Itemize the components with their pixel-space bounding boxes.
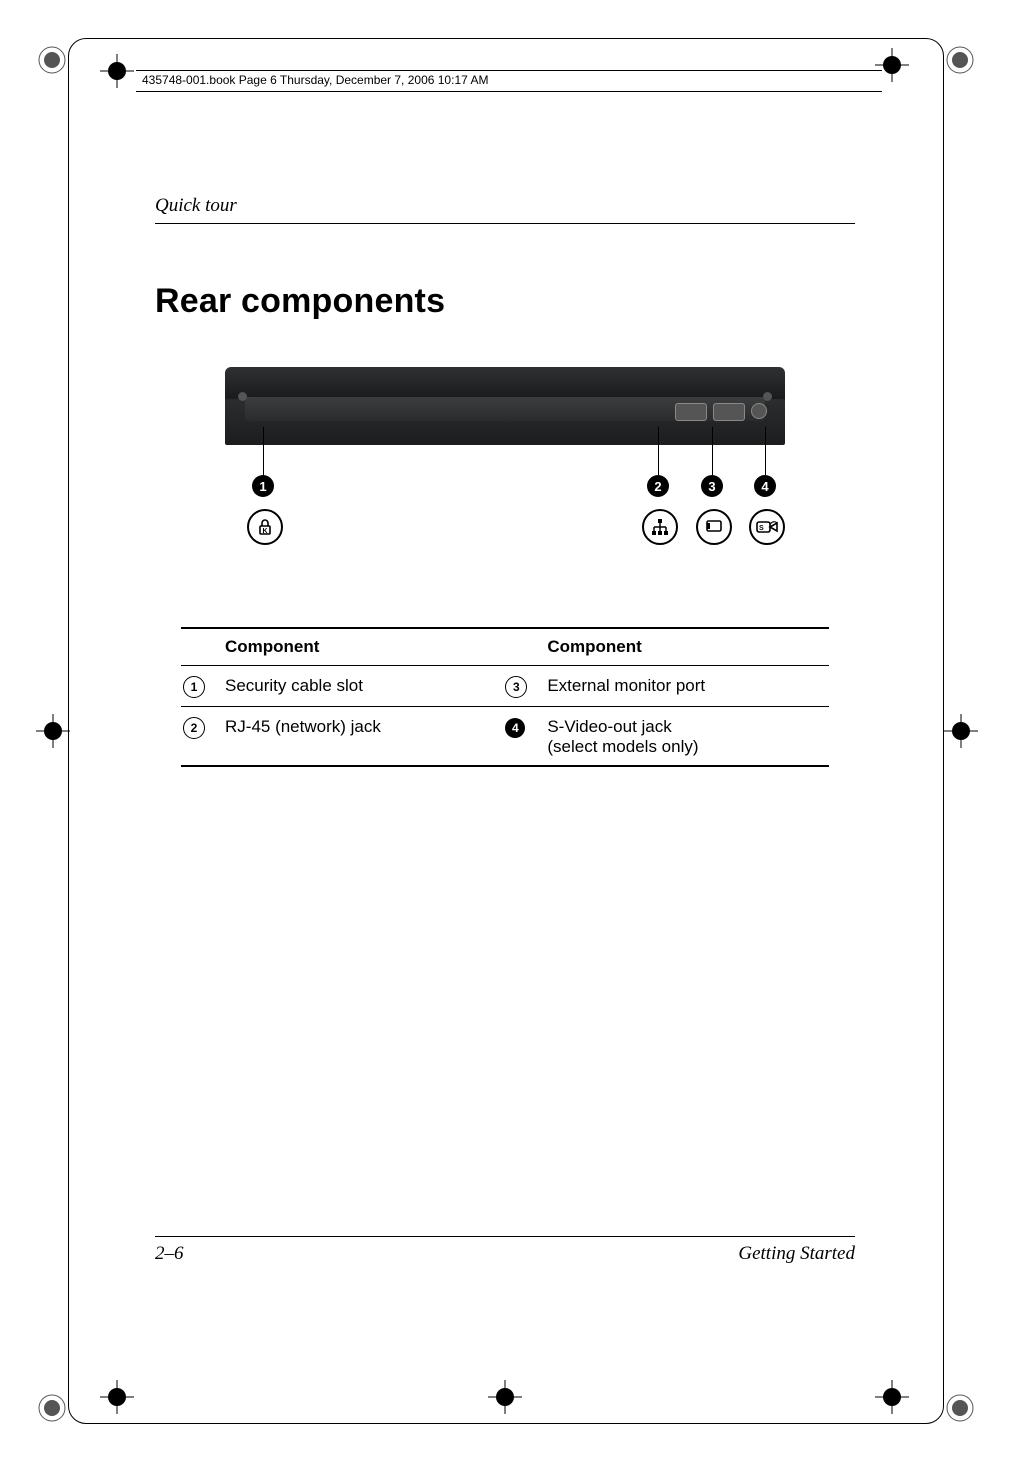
- table-cell-right: External monitor port: [545, 666, 829, 707]
- callout-num-3: 3: [708, 479, 715, 494]
- num-badge-text: 4: [512, 721, 519, 735]
- num-badge-text: 1: [191, 680, 198, 694]
- components-table: Component Component 1 Security cable slo…: [181, 627, 829, 767]
- network-icon: [642, 509, 678, 545]
- table-header-blank-2: [503, 628, 545, 666]
- callout-num-1: 1: [259, 479, 266, 494]
- page-footer: 2–6 Getting Started: [155, 1236, 855, 1265]
- file-info-text: 435748-001.book Page 6 Thursday, Decembe…: [142, 73, 488, 87]
- num-badge-2: 2: [183, 717, 205, 739]
- port-svideo: [751, 403, 767, 419]
- svg-text:K: K: [262, 528, 267, 535]
- laptop-rear-illustration: [225, 367, 785, 445]
- num-badge-text: 2: [191, 721, 198, 735]
- file-info-band: 435748-001.book Page 6 Thursday, Decembe…: [136, 70, 882, 92]
- callout-badge-2: 2: [647, 475, 669, 497]
- table-cell-num: 2: [181, 707, 223, 767]
- ports-cluster: [675, 403, 767, 421]
- regmark-bot-left: [36, 1392, 68, 1424]
- table-cell-num: 3: [503, 666, 545, 707]
- table-cell-right: S-Video-out jack (select models only): [545, 707, 829, 767]
- content-area: Quick tour Rear components 1 K 2 3: [155, 195, 855, 767]
- regmark-top-left: [36, 44, 68, 76]
- monitor-icon: [696, 509, 732, 545]
- table-header-left: Component: [223, 628, 503, 666]
- rear-view-figure: 1 K 2 3 4 S: [225, 367, 785, 557]
- table-header-right: Component: [545, 628, 829, 666]
- table-cell-left: Security cable slot: [223, 666, 503, 707]
- regmark-bot-right: [944, 1392, 976, 1424]
- svideo-icon: S: [749, 509, 785, 545]
- table-row: 2 RJ-45 (network) jack 4 S-Video-out jac…: [181, 707, 829, 767]
- callout-badge-4: 4: [754, 475, 776, 497]
- callout-line-1: [263, 427, 264, 475]
- lock-icon: K: [247, 509, 283, 545]
- table-cell-num: 4: [503, 707, 545, 767]
- table-cell-num: 1: [181, 666, 223, 707]
- running-head-rule: [155, 223, 855, 224]
- num-badge-3: 3: [505, 676, 527, 698]
- table-header-row: Component Component: [181, 628, 829, 666]
- table-header-blank-1: [181, 628, 223, 666]
- footer-page-number: 2–6: [155, 1243, 184, 1265]
- table-row: 1 Security cable slot 3 External monitor…: [181, 666, 829, 707]
- num-badge-1: 1: [183, 676, 205, 698]
- footer-doc-title: Getting Started: [738, 1243, 855, 1265]
- regmark-mid-left: [36, 714, 70, 748]
- running-head: Quick tour: [155, 195, 855, 217]
- regmark-mid-right: [944, 714, 978, 748]
- regmark-top-right: [944, 44, 976, 76]
- screw-right: [763, 392, 772, 401]
- section-title: Rear components: [155, 282, 855, 321]
- callout-line-2: [658, 427, 659, 475]
- port-vga: [713, 403, 745, 421]
- screw-left: [238, 392, 247, 401]
- callout-line-4: [765, 427, 766, 475]
- table-cell-left: RJ-45 (network) jack: [223, 707, 503, 767]
- callout-line-3: [712, 427, 713, 475]
- callout-num-4: 4: [761, 479, 768, 494]
- callout-badge-3: 3: [701, 475, 723, 497]
- callout-num-2: 2: [654, 479, 661, 494]
- num-badge-text: 3: [513, 680, 520, 694]
- num-badge-4: 4: [505, 718, 525, 738]
- callout-badge-1: 1: [252, 475, 274, 497]
- svg-text:S: S: [759, 525, 764, 532]
- port-rj45: [675, 403, 707, 421]
